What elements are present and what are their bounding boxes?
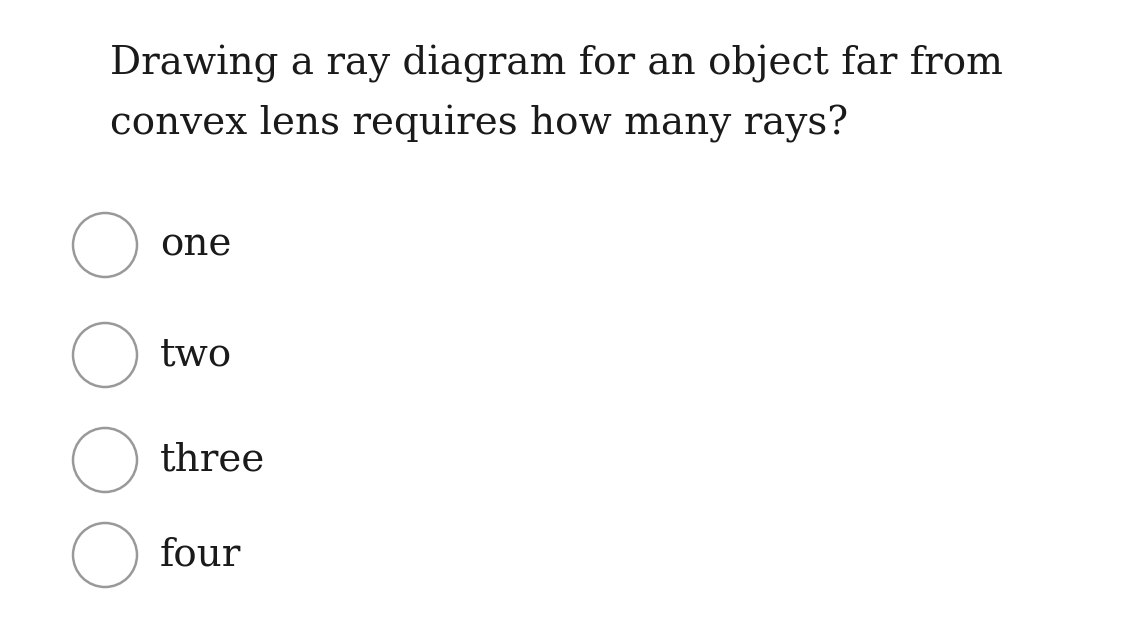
Text: two: two [160, 336, 232, 374]
Circle shape [73, 213, 137, 277]
Text: convex lens requires how many rays?: convex lens requires how many rays? [110, 105, 849, 143]
Circle shape [73, 428, 137, 492]
Circle shape [73, 523, 137, 587]
Text: three: three [160, 442, 265, 479]
Text: Drawing a ray diagram for an object far from: Drawing a ray diagram for an object far … [110, 45, 1003, 83]
Text: four: four [160, 537, 241, 573]
Text: one: one [160, 227, 232, 263]
Circle shape [73, 323, 137, 387]
